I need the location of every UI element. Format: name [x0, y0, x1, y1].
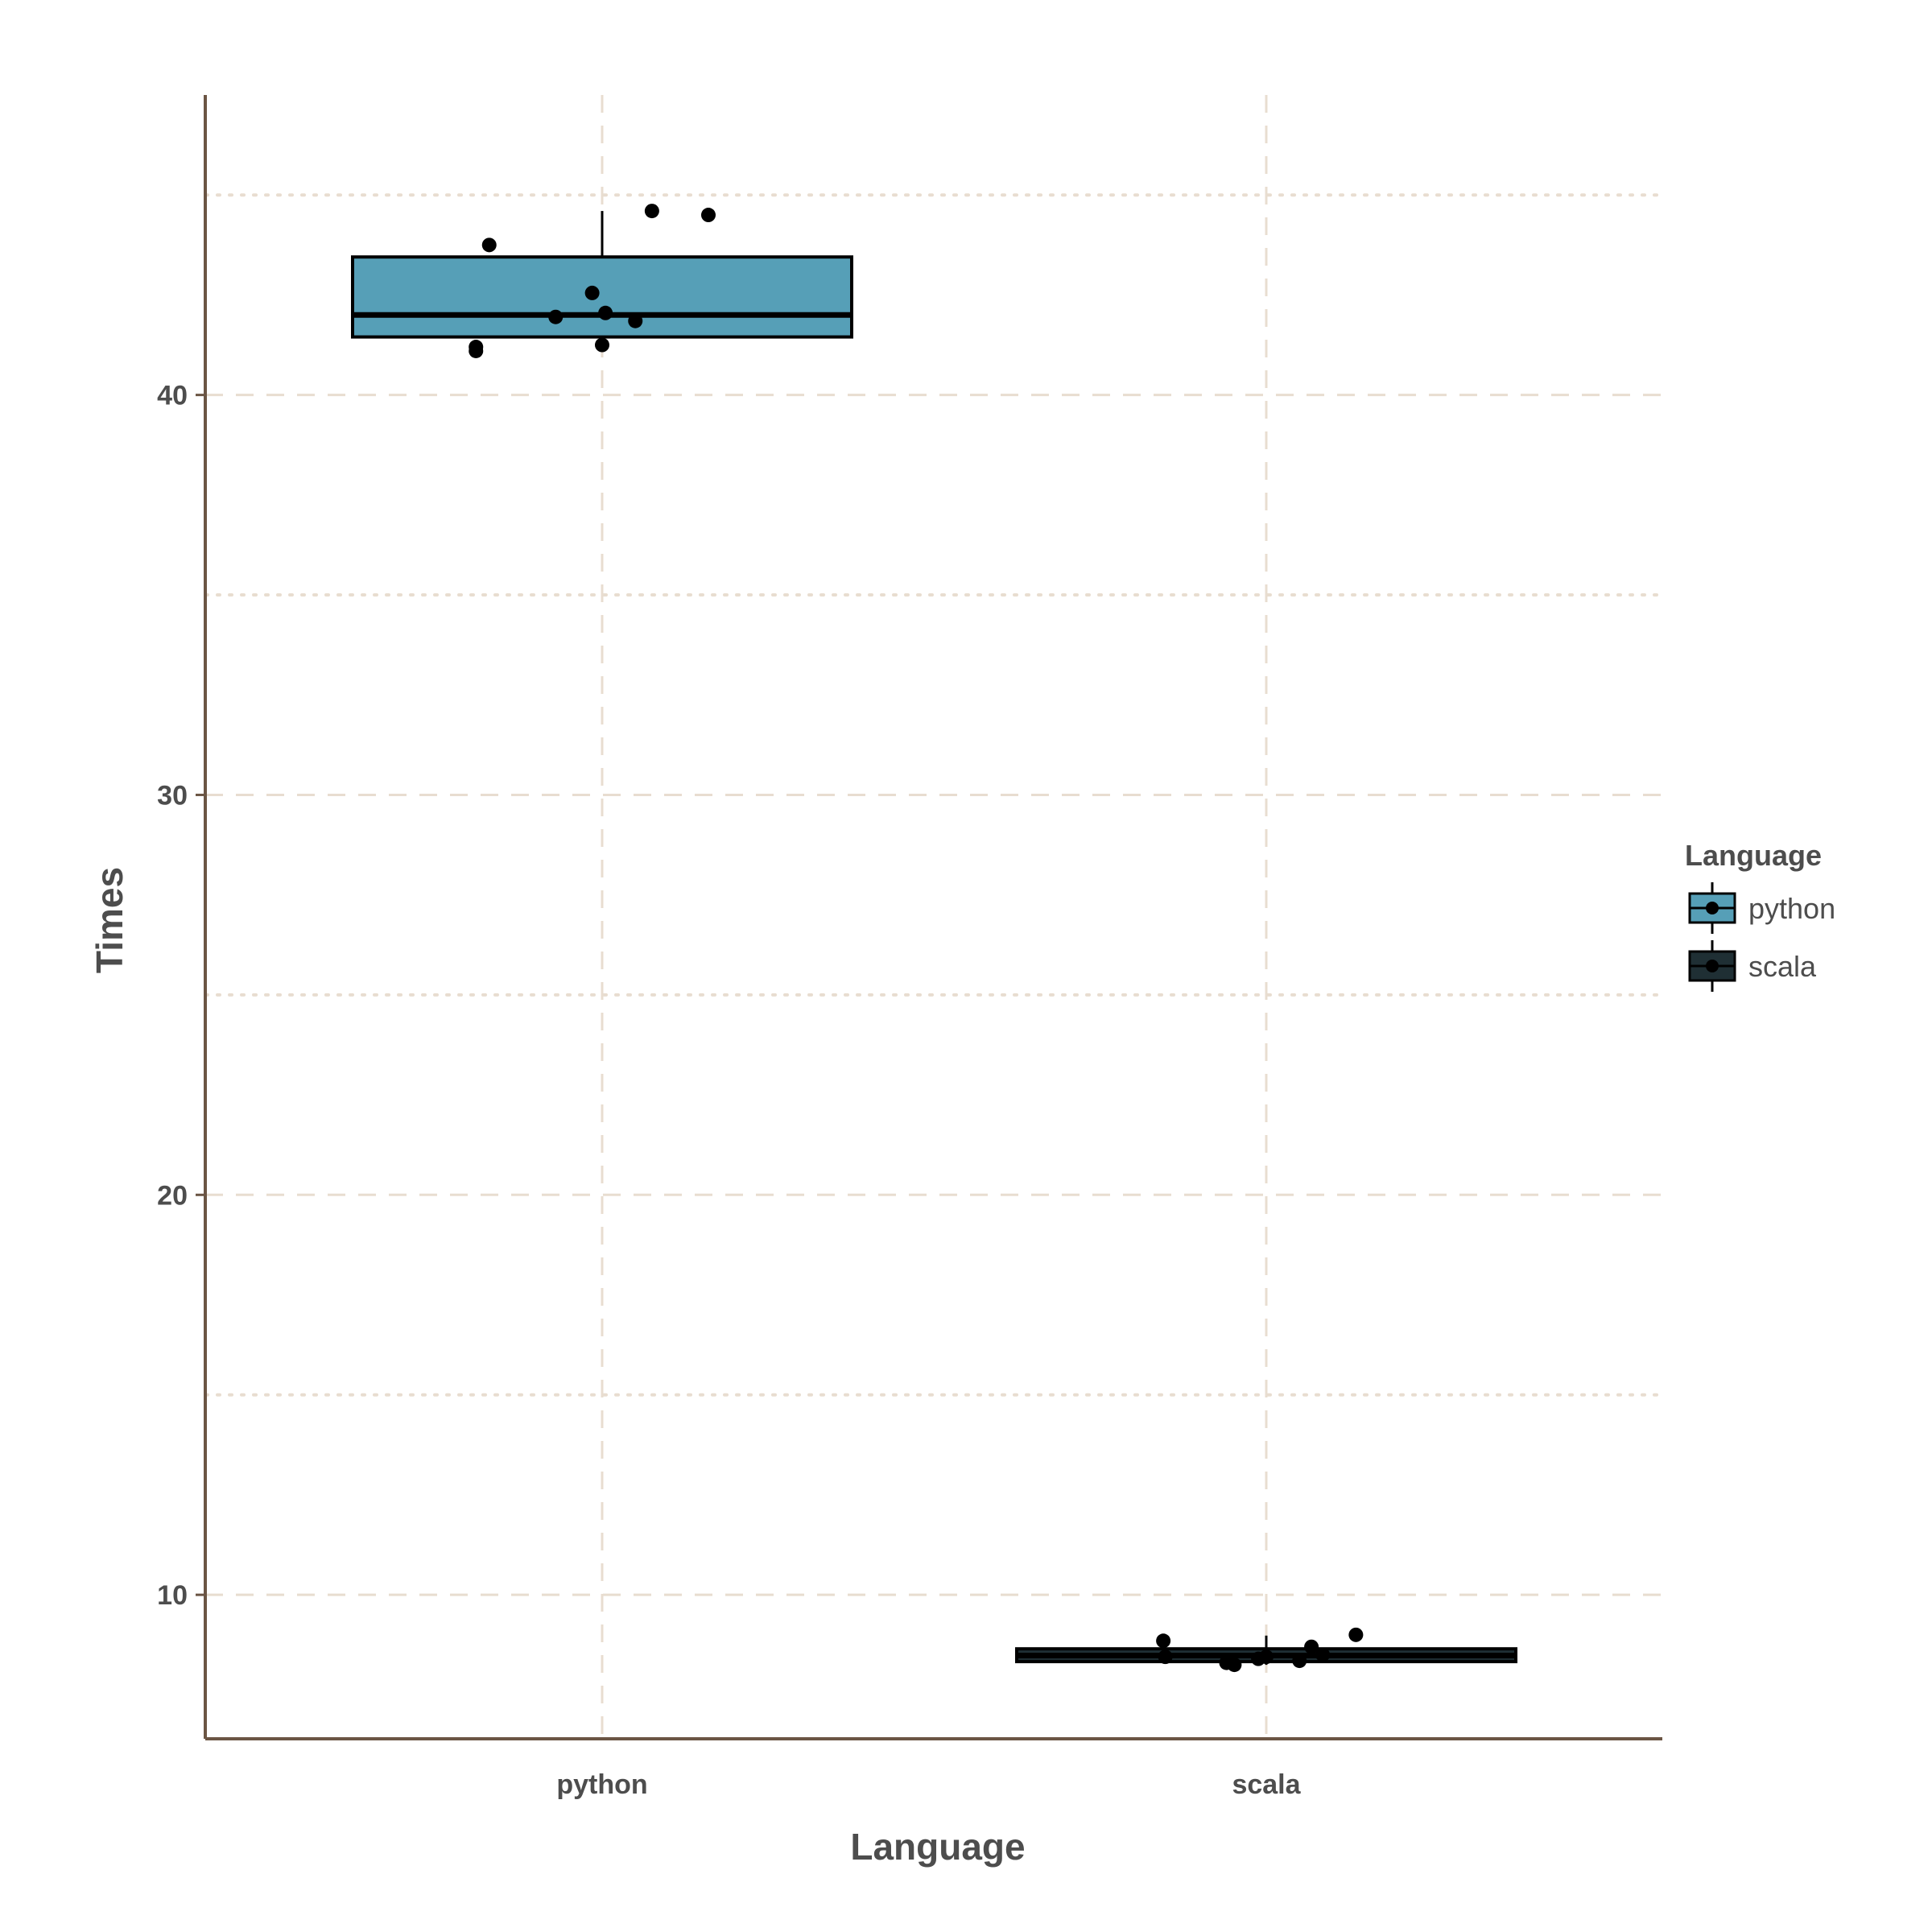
y-tick-label: 20 — [157, 1180, 188, 1211]
data-point — [598, 305, 613, 320]
y-tick-label: 40 — [157, 381, 188, 411]
data-point — [1315, 1647, 1331, 1662]
axes — [204, 95, 1662, 1740]
data-point — [644, 204, 659, 219]
legend-label: python — [1748, 892, 1835, 925]
data-point — [1292, 1653, 1307, 1669]
data-point — [1348, 1627, 1364, 1642]
data-point — [701, 208, 716, 223]
data-points — [469, 204, 1364, 1673]
box-python — [351, 211, 853, 348]
legend-key-point — [1706, 960, 1719, 972]
x-tick-labels: python scala — [556, 1769, 1301, 1800]
data-point — [584, 285, 600, 300]
data-point — [1304, 1639, 1319, 1654]
data-point — [595, 337, 609, 353]
data-point — [1227, 1657, 1242, 1673]
y-tick-labels: 10 20 30 40 — [157, 381, 205, 1611]
data-point — [469, 340, 484, 355]
legend-label: scala — [1748, 950, 1817, 983]
x-tick-label: python — [556, 1769, 647, 1800]
y-tick-label: 30 — [157, 780, 188, 811]
legend-items: python scala — [1688, 882, 1835, 992]
x-axis-title: Language — [850, 1826, 1025, 1868]
legend: Language python scala — [1685, 839, 1835, 992]
data-point — [548, 309, 564, 324]
data-point — [1259, 1649, 1274, 1665]
data-point — [481, 237, 497, 253]
box-rect — [351, 255, 853, 339]
data-point — [1158, 1649, 1173, 1665]
boxes — [351, 211, 1517, 1666]
x-tick-label: scala — [1232, 1769, 1301, 1800]
legend-item-scala: scala — [1688, 940, 1817, 992]
legend-key-point — [1706, 902, 1719, 914]
minor-grid — [204, 193, 1664, 1397]
data-point — [1156, 1633, 1171, 1649]
legend-title: Language — [1685, 839, 1822, 872]
data-point — [628, 313, 643, 328]
major-grid — [205, 95, 1662, 1739]
y-tick-label: 10 — [157, 1580, 188, 1611]
legend-item-python: python — [1688, 882, 1835, 934]
y-axis-title: Times — [89, 867, 130, 973]
